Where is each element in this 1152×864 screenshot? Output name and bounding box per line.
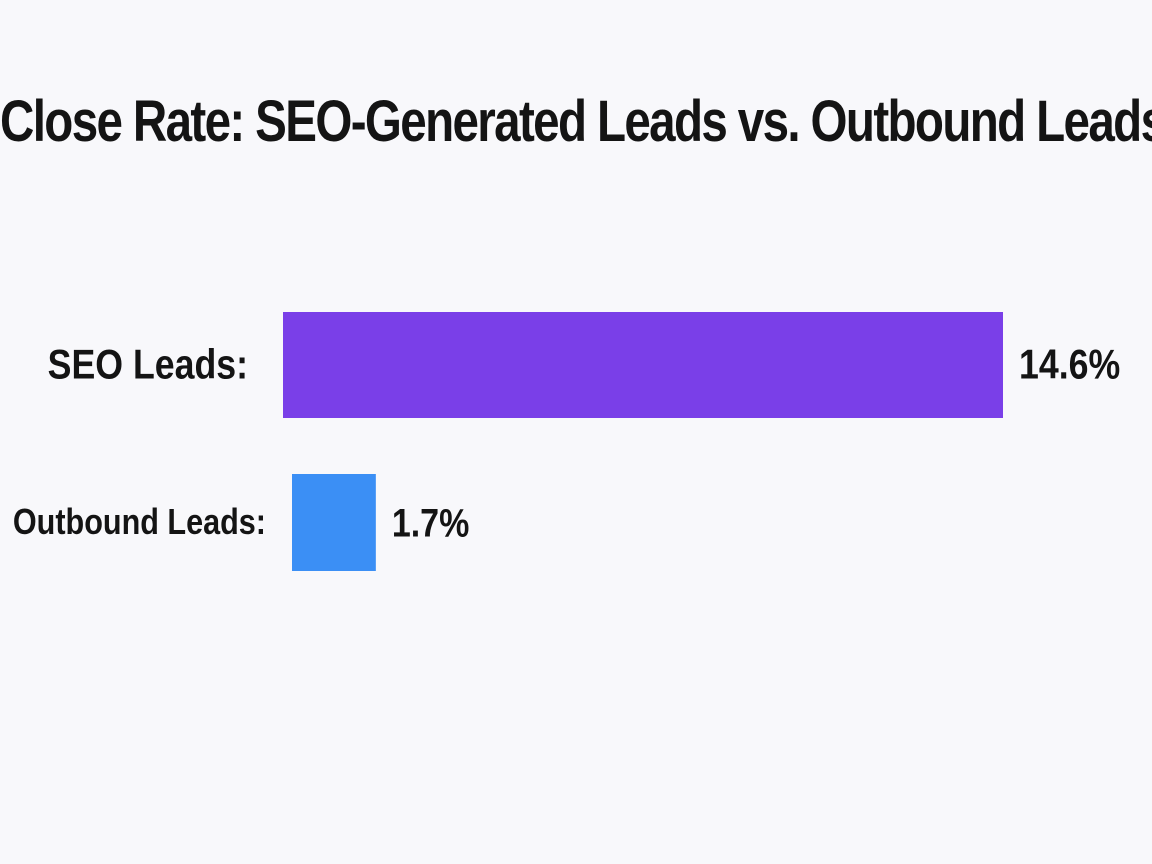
category-label: Outbound Leads: bbox=[13, 503, 266, 543]
value-label: 1.7% bbox=[392, 500, 469, 545]
value-label: 14.6% bbox=[1019, 342, 1120, 388]
bar bbox=[292, 474, 376, 571]
category-label: SEO Leads: bbox=[48, 342, 248, 388]
chart-title: Close Rate: SEO-Generated Leads vs. Outb… bbox=[0, 89, 1152, 154]
bar bbox=[283, 312, 1003, 418]
